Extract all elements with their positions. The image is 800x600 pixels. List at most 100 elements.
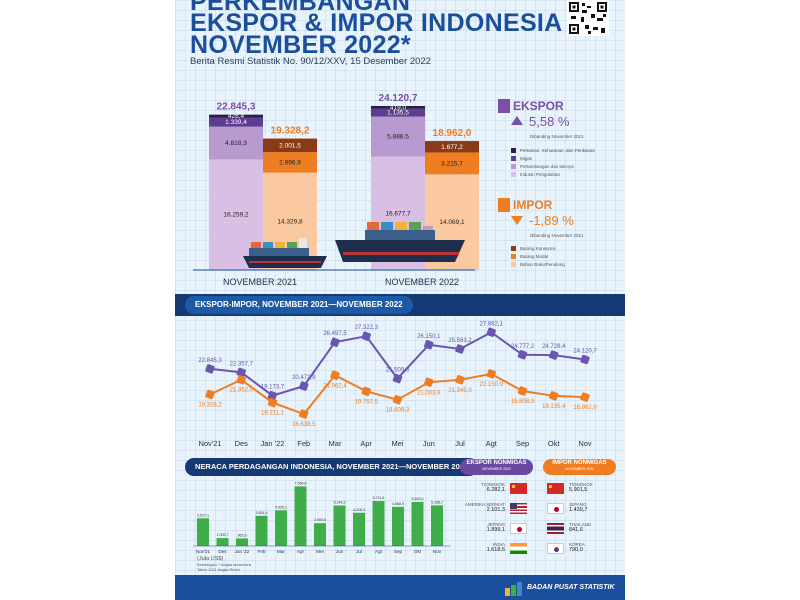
- line-x-tick-label: Sep: [516, 439, 529, 448]
- balance-bar: [255, 515, 268, 546]
- ekspor-point: [580, 354, 590, 365]
- ekspor-segment-label: 1.135,5: [387, 110, 409, 117]
- balance-bar: [431, 505, 443, 546]
- impor-nonmigas-title: IMPOR NONMIGAS: [552, 460, 607, 466]
- legend-swatch: [511, 253, 516, 259]
- legend-label: Barang Modal: [520, 253, 549, 259]
- ekspor-point-label: 19.173,7: [261, 385, 285, 391]
- footer-bar: BADAN PUSAT STATISTIK: [175, 575, 625, 600]
- impor-segment-label: 3.215,7: [441, 160, 463, 167]
- ekspor-total-label: 22.845,3: [217, 102, 256, 113]
- impor-point-label: 19.808,3: [511, 399, 535, 405]
- country-name: JEPANG: [569, 502, 587, 507]
- balance-bar-label: 1.005,7: [217, 533, 229, 537]
- usa-flag-icon: [510, 503, 527, 514]
- impor-change: -1,89 %: [529, 213, 574, 228]
- country-value: 1.618,6: [486, 547, 505, 553]
- ekspor-point-label: 26.150,1: [417, 334, 441, 340]
- impor-point: [330, 370, 340, 380]
- balance-x-tick-label: Des: [218, 549, 227, 554]
- impor-point: [267, 397, 278, 408]
- impor-point-label: 18.609,3: [386, 408, 410, 414]
- legend-label: Migas: [520, 155, 533, 161]
- legend-swatch: [511, 147, 516, 153]
- subtitle: Berita Resmi Statistik No. 90/12/XXV, 15…: [190, 56, 431, 67]
- legend-swatch: [511, 171, 516, 177]
- balance-x-tick-label: Sep: [394, 549, 403, 554]
- ekspor-nonmigas-title: EKSPOR NONMIGAS: [466, 460, 527, 466]
- legend-label: Barang Konsumsi: [520, 245, 556, 251]
- country-name: TIONGKOK: [569, 482, 593, 487]
- line-chart-banner: EKSPOR-IMPOR, NOVEMBER 2021—NOVEMBER 202…: [175, 294, 625, 316]
- country-name: THAILAND: [569, 522, 592, 527]
- balance-x-tick-label: Mar: [277, 549, 285, 554]
- infographic-poster: PERKEMBANGAN EKSPOR & IMPOR INDONESIA NO…: [175, 0, 625, 600]
- impor-total-label: 18.962,0: [433, 128, 472, 139]
- balance-bar-label: 3.517,1: [197, 513, 209, 517]
- line-x-tick-label: Jul: [455, 439, 465, 448]
- ekspor-nonmigas-row: INDIA 1.618,6: [465, 542, 505, 553]
- ekspor-segment-label: 4.818,3: [225, 140, 247, 147]
- impor-point-label: 21.962,4: [323, 383, 347, 389]
- country-name: INDIA: [492, 542, 505, 547]
- ekspor-segment-label: 16.677,7: [385, 210, 411, 217]
- ekspor-stack-segment: [371, 116, 425, 157]
- balance-x-tick-label: Jun: [336, 549, 344, 554]
- ekspor-note: Dibanding November 2021: [530, 134, 584, 139]
- impor-stack-segment: [425, 152, 479, 175]
- balance-bar-label: 4.535,1: [275, 505, 287, 509]
- impor-point-label: 22.150,9: [480, 382, 504, 388]
- legend-swatch: [511, 245, 516, 251]
- ekspor-point-label: 27.862,1: [480, 321, 504, 327]
- ekspor-point-label: 27.322,3: [355, 325, 379, 331]
- balance-bar-chart: 3.517,1 Nov'21 1.005,7 Des 962,6 Jan '22 3.834…: [193, 481, 451, 554]
- ekspor-point: [517, 350, 528, 360]
- impor-segment-label: 14.329,8: [277, 218, 303, 225]
- balance-bar-label: 4.218,3: [353, 508, 365, 512]
- ekspor-stack-segment: [371, 105, 425, 109]
- ekspor-point: [330, 337, 340, 347]
- country-name: TIONGKOK: [481, 482, 505, 487]
- up-arrow-icon: [511, 116, 523, 125]
- balance-note-1: Keterangan: * Angka sementara: [197, 563, 251, 567]
- balance-note-2: Tahun 2021 Angka Revisi: [197, 568, 240, 572]
- ekspor-point: [549, 350, 559, 360]
- period-label-2022: NOVEMBER 2022: [385, 277, 460, 287]
- ekspor-point-label: 21.509,8: [386, 368, 410, 374]
- country-value: 841,6: [569, 527, 583, 533]
- balance-bar-label: 5.593,0: [412, 497, 424, 501]
- ekspor-point-label: 22.357,7: [230, 361, 254, 367]
- balance-bar-label: 7.564,8: [295, 481, 307, 485]
- country-value: 6.282,1: [486, 487, 505, 493]
- balance-x-tick-label: Nov: [433, 549, 442, 554]
- china-flag-icon: [547, 483, 564, 494]
- impor-point: [580, 392, 590, 402]
- ekspor-point: [299, 381, 309, 391]
- balance-x-tick-label: Okt: [414, 549, 422, 554]
- impor-point: [517, 386, 528, 396]
- country-value: 1.899,1: [486, 527, 505, 533]
- ekspor-segment-label: 5.888,5: [387, 134, 409, 141]
- legend-label: Pertambangan dan lainnya: [520, 163, 574, 169]
- country-value: 1.439,7: [569, 507, 588, 513]
- country-value: 2.101,3: [486, 507, 505, 513]
- line-x-tick-label: Feb: [297, 439, 310, 448]
- balance-bar: [314, 523, 326, 546]
- balance-bar: [275, 510, 287, 546]
- title-line-3: NOVEMBER 2022*: [190, 31, 411, 59]
- ekspor-segment-label: 16.259,2: [223, 212, 249, 219]
- title-line-1: PERKEMBANGAN: [190, 0, 411, 16]
- impor-point-label: 19.135,4: [542, 404, 566, 410]
- impor-label: IMPOR: [513, 198, 553, 212]
- impor-note: Dibanding November 2021: [530, 233, 584, 238]
- country-name: KOREA: [569, 542, 585, 547]
- line-x-tick-label: Des: [235, 439, 249, 448]
- legend-label: Pertanian, Kehutanan, dan Perikanan: [520, 147, 596, 153]
- impor-nonmigas-sub: NOVEMBER 2022: [565, 467, 594, 471]
- balance-unit: (Juta US$): [197, 556, 224, 562]
- line-x-tick-label: Okt: [548, 439, 561, 448]
- balance-x-tick-label: Apr: [297, 549, 305, 554]
- balance-bar: [411, 501, 424, 546]
- ekspor-point: [455, 344, 465, 354]
- impor-total-label: 19.328,2: [271, 126, 310, 137]
